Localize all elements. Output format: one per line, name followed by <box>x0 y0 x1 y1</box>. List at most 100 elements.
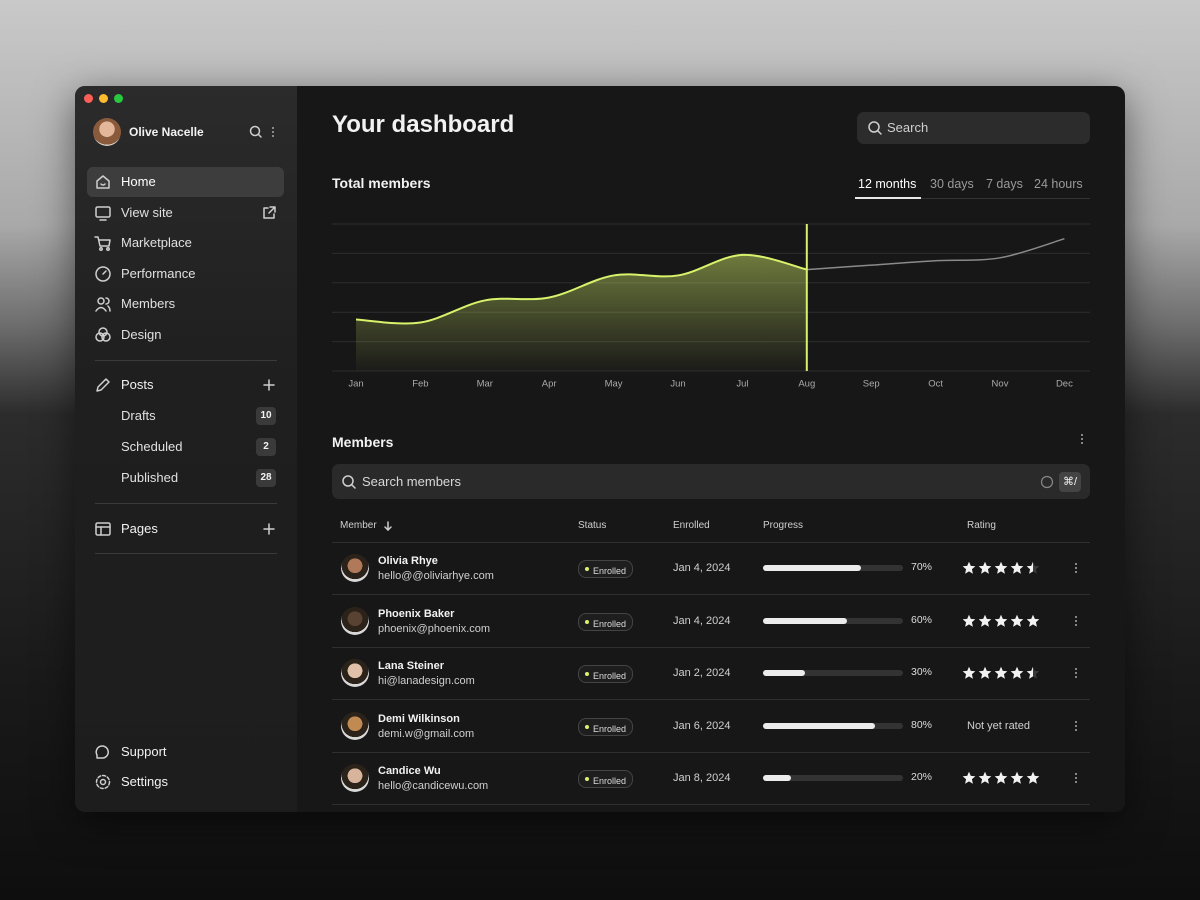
nav-item[interactable]: Settings <box>121 774 168 789</box>
search-icon[interactable] <box>247 123 265 141</box>
nav-icon[interactable] <box>94 234 112 252</box>
rating-star <box>994 666 1008 679</box>
search-placeholder: Search <box>887 120 929 135</box>
pages-icon[interactable] <box>94 520 112 538</box>
time-range-tab[interactable]: 12 months <box>858 177 917 191</box>
member-email: phoenix@phoenix.com <box>378 622 491 635</box>
posts-icon[interactable] <box>94 376 112 394</box>
progress-label: 60% <box>911 613 933 626</box>
row-menu[interactable] <box>1067 717 1085 735</box>
x-tick-label: May <box>605 379 623 390</box>
nav-icon[interactable] <box>94 295 112 313</box>
status-pill: Enrolled <box>578 612 634 631</box>
x-tick-label: Apr <box>542 379 557 390</box>
external-link-icon[interactable] <box>260 204 278 222</box>
time-range-tab[interactable]: 30 days <box>930 177 974 191</box>
divider <box>95 553 277 554</box>
row-divider <box>332 751 1090 753</box>
x-tick-label: Aug <box>798 379 815 390</box>
column-header: Status <box>578 520 607 531</box>
status-text: Enrolled <box>593 566 627 576</box>
rating-star <box>1010 666 1024 679</box>
search-box[interactable] <box>857 112 1090 144</box>
sub-nav-item[interactable]: Drafts <box>121 408 156 423</box>
time-range-tab[interactable]: 7 days <box>986 177 1023 191</box>
x-tick-label: Jul <box>736 379 748 390</box>
divider <box>95 360 277 361</box>
section-title: Members <box>332 434 394 450</box>
search-icon <box>868 121 882 135</box>
search-icon <box>342 475 356 489</box>
nav-item[interactable]: View site <box>121 204 173 220</box>
window-control[interactable] <box>99 94 108 103</box>
nav-item[interactable]: Home <box>121 174 156 189</box>
member-email: hi@lanadesign.com <box>378 675 475 687</box>
member-avatar <box>341 554 369 582</box>
enrolled-date: Jan 2, 2024 <box>673 667 731 679</box>
row-divider <box>332 804 1090 805</box>
row-menu[interactable] <box>1067 664 1085 682</box>
more-icon[interactable] <box>1073 430 1091 448</box>
footer-icon[interactable] <box>94 773 112 791</box>
nav-icon[interactable] <box>94 173 112 191</box>
progress-label: 30% <box>911 666 933 678</box>
member-avatar <box>341 606 369 635</box>
nav-icon[interactable] <box>94 326 112 344</box>
status-text: Enrolled <box>593 723 627 734</box>
column-header: Enrolled <box>673 520 710 531</box>
chart-line <box>806 237 1065 271</box>
rating-star <box>978 561 992 574</box>
status-pill: Enrolled <box>578 560 634 578</box>
nav-item[interactable]: Members <box>121 296 176 312</box>
column-header[interactable]: Member <box>340 520 377 531</box>
member-avatar <box>341 711 369 740</box>
member-email: demi.w@gmail.com <box>378 727 475 740</box>
time-range-tab[interactable]: 24 hours <box>1034 177 1083 191</box>
shortcut-badge: ⌘/ <box>1059 472 1081 492</box>
row-menu[interactable] <box>1067 769 1085 787</box>
sub-nav-item[interactable]: Scheduled <box>121 439 183 454</box>
nav-item[interactable]: Performance <box>121 265 196 281</box>
window-control[interactable] <box>84 94 93 103</box>
chart-area <box>356 254 807 371</box>
x-tick-label: Mar <box>477 379 493 390</box>
sub-nav-item[interactable]: Published <box>121 470 179 485</box>
row-menu[interactable] <box>1067 612 1085 630</box>
count-badge: 10 <box>256 407 276 425</box>
chart-title: Total members <box>332 175 431 191</box>
status-dot <box>585 672 589 676</box>
member-avatar <box>341 764 369 792</box>
rating-star <box>978 771 992 784</box>
progress-bar <box>763 722 875 729</box>
status-pill: Enrolled <box>578 770 634 788</box>
nav-item[interactable]: Support <box>121 744 167 759</box>
rating-star <box>962 666 976 679</box>
nav-item[interactable]: Marketplace <box>121 235 192 251</box>
nav-item[interactable]: Pages <box>121 521 158 536</box>
column-header: Progress <box>763 520 804 531</box>
active-tab-underline <box>855 197 921 199</box>
member-search[interactable] <box>332 464 1090 499</box>
nav-icon[interactable] <box>94 265 112 283</box>
nav-item[interactable]: Design <box>121 327 162 342</box>
enrolled-date: Jan 6, 2024 <box>673 719 731 732</box>
x-tick-label: Jun <box>670 379 685 390</box>
nav-item[interactable]: Posts <box>121 377 154 392</box>
status-dot <box>585 567 589 571</box>
progress-track <box>763 775 903 781</box>
window-control[interactable] <box>114 94 123 103</box>
footer-icon[interactable] <box>94 743 112 761</box>
status-pill: Enrolled <box>578 717 634 736</box>
progress-label: 80% <box>911 718 933 731</box>
rating-star <box>962 771 976 784</box>
sort-icon[interactable] <box>379 517 397 535</box>
nav-icon[interactable] <box>94 204 112 222</box>
more-icon[interactable] <box>264 123 282 141</box>
progress-bar <box>763 565 861 571</box>
row-menu[interactable] <box>1067 559 1085 577</box>
add-icon[interactable] <box>260 376 278 394</box>
member-email: hello@@oliviarhye.com <box>378 570 494 582</box>
status-text: Enrolled <box>593 671 627 681</box>
add-icon[interactable] <box>260 520 278 538</box>
page-title: Your dashboard <box>332 111 515 138</box>
